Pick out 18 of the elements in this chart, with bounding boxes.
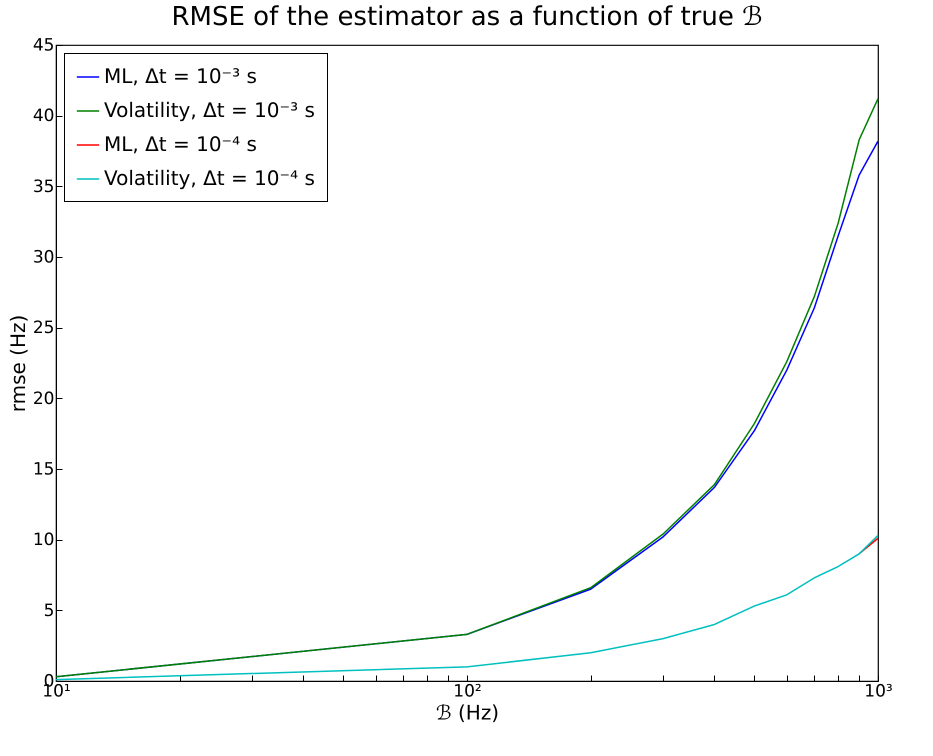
x-tick-label: 10²	[453, 682, 482, 702]
y-tick-label: 35	[32, 176, 54, 197]
y-tick-label: 20	[32, 388, 54, 409]
y-tick-label: 25	[32, 318, 54, 338]
legend-label: Volatility, Δt = 10⁻³ s	[104, 98, 315, 122]
y-tick-label: 5	[44, 600, 54, 621]
y-tick-label: 30	[32, 248, 54, 268]
legend-label: ML, Δt = 10⁻⁴ s	[104, 132, 257, 156]
y-tick-label: 45	[32, 36, 54, 56]
y-tick-label: 10	[32, 530, 54, 550]
y-tick-label: 40	[32, 106, 54, 126]
y-tick-label: 15	[32, 460, 54, 480]
legend-label: ML, Δt = 10⁻³ s	[104, 64, 257, 88]
legend-label: Volatility, Δt = 10⁻⁴ s	[104, 166, 315, 190]
x-axis-title: ℬ (Hz)	[436, 700, 500, 724]
chart-title: RMSE of the estimator as a function of true ℬ	[171, 2, 763, 32]
y-axis-title: rmse (Hz)	[6, 314, 30, 412]
x-tick-label: 10³	[864, 682, 893, 702]
